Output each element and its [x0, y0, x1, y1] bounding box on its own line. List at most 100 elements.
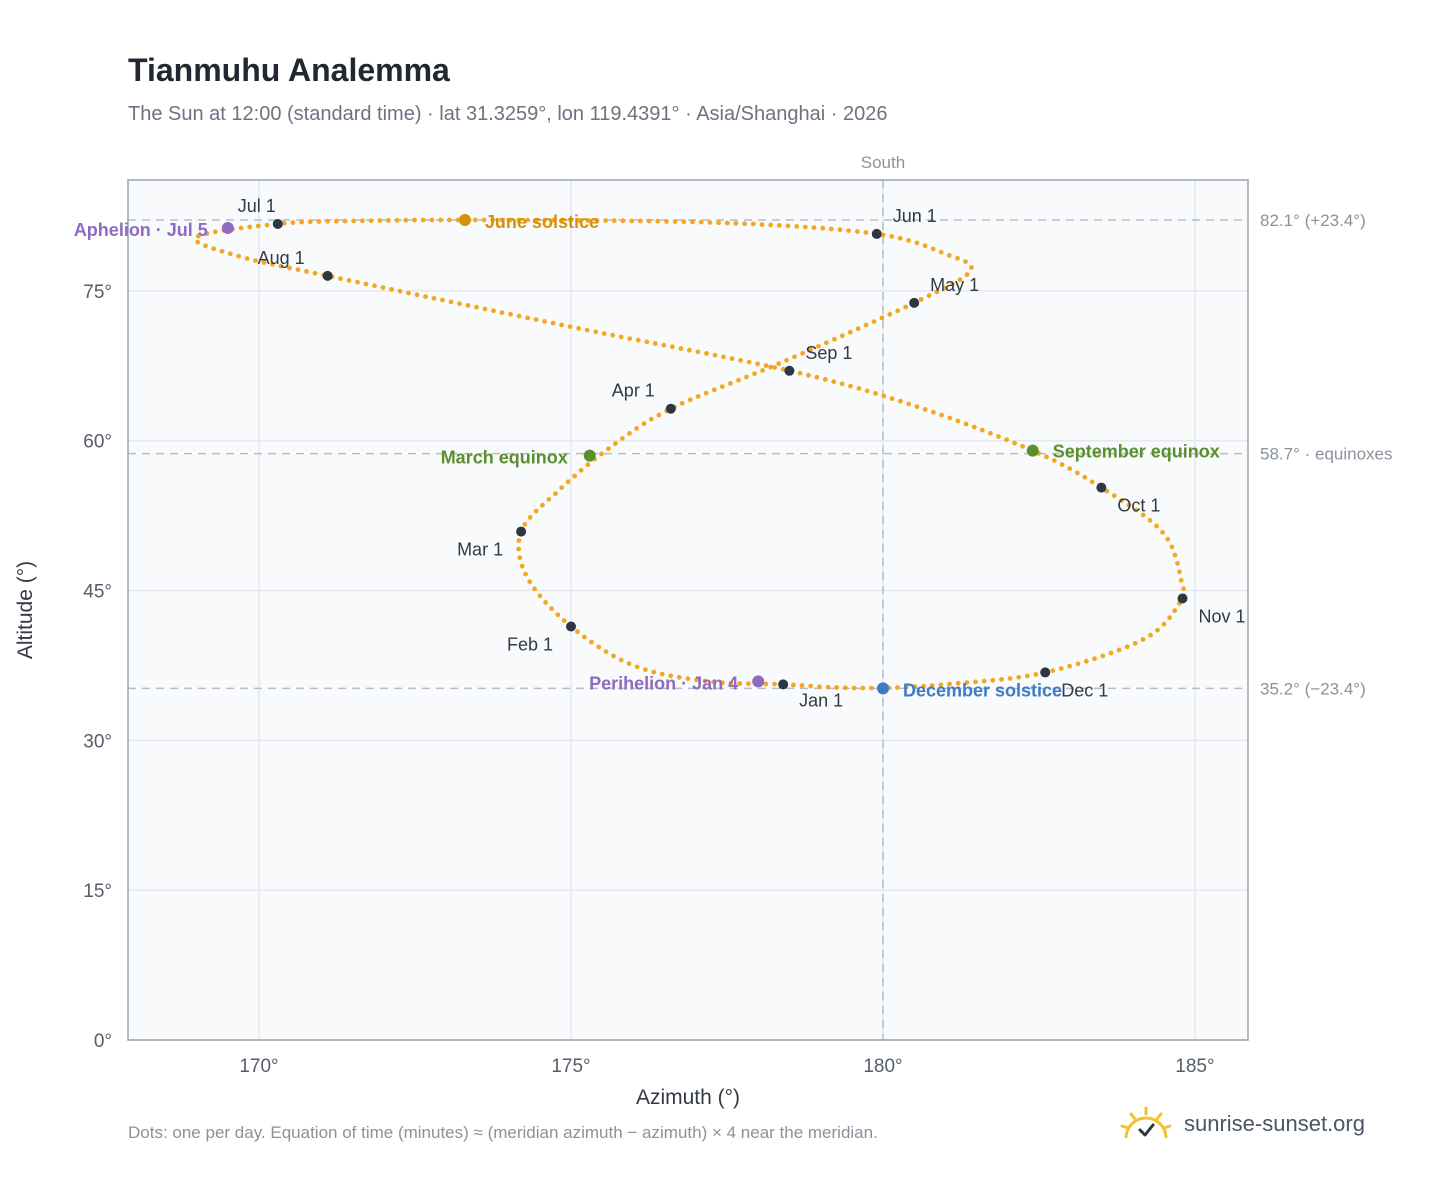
daily-dot	[895, 685, 900, 690]
daily-dot	[887, 311, 893, 317]
daily-dot	[964, 272, 970, 278]
daily-dot	[559, 322, 564, 328]
daily-dot	[863, 230, 869, 235]
daily-dot	[768, 222, 774, 228]
daily-dot	[780, 366, 786, 372]
month-marker	[871, 228, 882, 239]
daily-dot	[808, 347, 813, 353]
daily-dot	[1067, 466, 1073, 471]
daily-dot	[895, 308, 901, 314]
daily-dot	[593, 329, 599, 335]
daily-dot	[1082, 474, 1088, 480]
daily-dot	[594, 218, 600, 223]
event-marker	[583, 449, 596, 462]
daily-dot	[834, 685, 840, 690]
daily-dot	[1075, 661, 1081, 667]
daily-dot	[906, 238, 911, 243]
daily-dot	[1116, 647, 1122, 653]
daily-dot	[678, 346, 684, 351]
daily-dot	[516, 313, 522, 319]
daily-dot	[1177, 569, 1182, 575]
daily-dot	[1169, 544, 1175, 550]
month-label: Sep 1	[805, 343, 852, 363]
daily-dot	[707, 220, 713, 225]
daily-dot	[1147, 517, 1153, 523]
daily-dot	[820, 225, 826, 231]
daily-dot	[585, 218, 591, 223]
daily-dot	[930, 246, 936, 252]
daily-dot	[906, 401, 912, 407]
y-tick-label: 45°	[83, 582, 112, 603]
daily-dot	[253, 258, 258, 263]
daily-dot	[644, 339, 650, 345]
daily-dot	[601, 331, 607, 336]
daily-dot	[846, 228, 851, 234]
daily-dot	[634, 426, 639, 431]
daily-dot	[681, 219, 687, 225]
brand[interactable]: sunrise-sunset.org	[1120, 1100, 1365, 1148]
daily-dot	[638, 218, 643, 224]
daily-dot	[287, 265, 292, 271]
daily-dot	[572, 473, 577, 479]
daily-dot	[540, 502, 545, 508]
daily-dot	[661, 342, 667, 348]
daily-dot	[776, 223, 782, 228]
daily-dot	[800, 350, 805, 356]
daily-dot	[687, 347, 692, 353]
daily-dot	[516, 546, 521, 552]
daily-dot	[914, 404, 920, 409]
daily-dot	[996, 434, 1001, 439]
daily-dot	[1167, 615, 1172, 621]
daily-dot	[772, 365, 777, 370]
x-tick-label: 185°	[1175, 1056, 1214, 1077]
daily-dot	[1108, 650, 1114, 656]
daily-dot	[406, 290, 411, 296]
daily-dot	[784, 357, 789, 363]
daily-dot	[947, 681, 952, 687]
daily-dot	[517, 555, 523, 561]
daily-dot	[1119, 498, 1124, 503]
y-tick-label: 0°	[94, 1031, 112, 1052]
daily-dot	[963, 421, 969, 427]
daily-dot	[921, 683, 926, 689]
daily-dot	[247, 224, 253, 230]
daily-dot	[847, 329, 853, 335]
daily-dot	[694, 677, 699, 683]
daily-dot	[1154, 523, 1159, 529]
y-tick-label: 60°	[83, 432, 112, 453]
daily-dot	[672, 219, 678, 224]
daily-dot	[491, 308, 496, 314]
month-label: Apr 1	[612, 381, 655, 401]
reference-line-label: 35.2° (−23.4°)	[1260, 679, 1366, 698]
daily-dot	[523, 571, 528, 577]
daily-dot	[519, 563, 525, 569]
daily-dot	[824, 340, 829, 346]
daily-dot	[763, 363, 769, 368]
daily-dot	[438, 217, 443, 223]
daily-dot	[195, 239, 201, 245]
daily-dot	[871, 319, 877, 324]
daily-dot	[316, 219, 322, 224]
plot-frame	[127, 179, 1249, 1041]
daily-dot	[236, 253, 242, 259]
daily-dot	[312, 270, 318, 276]
daily-dot	[728, 680, 734, 686]
daily-dot	[687, 397, 693, 403]
daily-dot	[1024, 673, 1030, 679]
month-label: Feb 1	[507, 634, 553, 654]
daily-dot	[856, 386, 862, 391]
daily-dot	[931, 409, 936, 415]
daily-dot	[219, 248, 225, 254]
daily-dot	[648, 416, 654, 422]
daily-dot	[889, 396, 895, 401]
daily-dot	[618, 657, 624, 663]
daily-dot	[1175, 560, 1180, 566]
daily-dot	[926, 293, 932, 299]
daily-dot	[1012, 440, 1017, 446]
daily-dot	[971, 424, 977, 430]
daily-dot	[897, 235, 903, 241]
analemma-path	[195, 217, 1187, 691]
daily-dot	[499, 217, 504, 223]
daily-dot	[879, 315, 885, 321]
event-marker	[458, 213, 471, 226]
